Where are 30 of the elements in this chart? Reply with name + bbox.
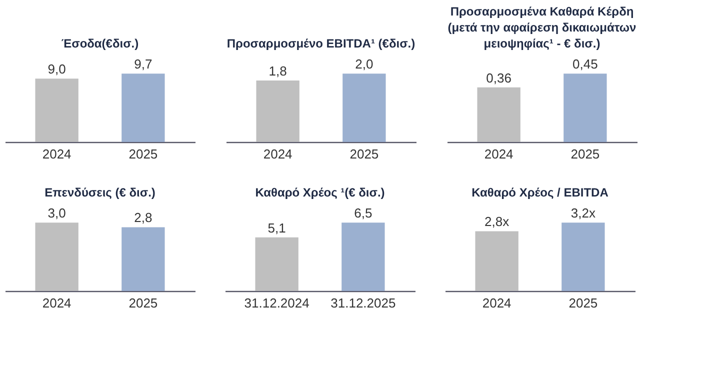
data-label: 2,0 [355,56,374,72]
data-label: 1,8 [268,64,287,78]
chart-title: Καθαρό Χρέος ¹(€ δισ.) [255,186,385,200]
data-label: 0,36 [486,70,512,86]
chart-title: Προσαρμοσμένο EBITDA¹ (€δισ.) [226,36,416,51]
data-label: 2,8 [134,210,152,226]
x-tick-label: 2024 [263,146,292,162]
data-label: 3,0 [48,206,66,221]
data-label: 6,5 [354,206,372,221]
x-tick-label: 2025 [570,146,600,162]
x-tick-label: 2025 [568,296,598,310]
data-label: 5,1 [268,220,286,236]
chart-title: Έσοδα(€δισ.) [61,36,139,51]
data-label: 9,0 [48,62,66,77]
x-tick-label: 2024 [42,296,72,310]
x-tick-label: 2024 [482,296,512,310]
chart-title: Καθαρό Χρέος / EBITDA [472,186,609,200]
data-label: 3,2x [570,206,596,221]
x-tick-label: 2024 [42,146,72,162]
data-label: 0,45 [572,56,598,72]
x-tick-label: 2025 [128,146,158,162]
x-tick-label: 31.12.2025 [330,296,396,310]
x-tick-label: 31.12.2024 [244,296,310,310]
chart-title: Επενδύσεις (€ δισ.) [44,186,156,200]
x-tick-label: 2024 [484,146,514,162]
chart-title: Προσαρμοσμένα Καθαρά Κέρδη (μετά την αφαίρεση δικαιωμάτων μειοψηφίας¹ - € δισ.) [448,4,637,51]
data-label: 2,8x [484,214,510,230]
x-tick-label: 2025 [128,296,158,310]
x-tick-label: 2025 [350,146,379,162]
data-label: 9,7 [134,56,152,72]
